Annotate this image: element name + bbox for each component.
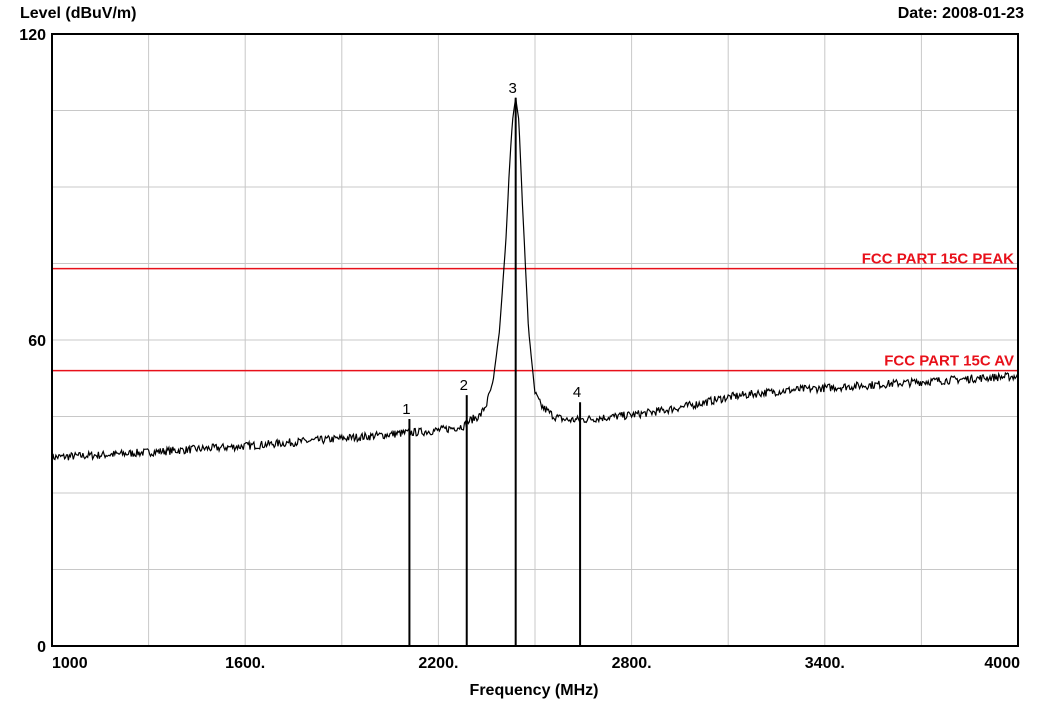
x-axis-label: Frequency (MHz): [470, 682, 599, 699]
marker-label-4: 4: [573, 384, 581, 401]
y-tick-label-2: 120: [19, 27, 46, 44]
y-tick-label-1: 60: [28, 333, 46, 350]
limit-label-1: FCC PART 15C AV: [884, 353, 1014, 370]
marker-label-3: 3: [509, 80, 517, 97]
limit-lines: FCC PART 15C PEAK FCC PART 15C AV: [52, 251, 1018, 372]
x-tick-label-0: 1000: [52, 655, 88, 672]
marker-label-1: 1: [402, 401, 410, 418]
x-tick-label-5: 4000: [984, 655, 1020, 672]
x-tick-label-3: 2800.: [612, 655, 652, 672]
spectrum-trace: [51, 97, 1019, 462]
marker-label-2: 2: [460, 377, 468, 394]
date-label: Date: 2008-01-23: [898, 5, 1024, 22]
y-tick-label-0: 0: [37, 639, 46, 656]
x-tick-label-1: 1600.: [225, 655, 265, 672]
x-tick-label-2: 2200.: [418, 655, 458, 672]
spectrum-trace-line: [51, 97, 1019, 462]
tick-labels: 1000 1600. 2200. 2800. 3400. 4000 0 60 120: [19, 27, 1020, 672]
y-axis-label: Level (dBuV/m): [20, 5, 136, 22]
x-tick-label-4: 3400.: [805, 655, 845, 672]
limit-label-0: FCC PART 15C PEAK: [862, 251, 1014, 268]
plot-area-border: [51, 33, 1019, 647]
markers: 1 2 3 4: [402, 80, 581, 646]
